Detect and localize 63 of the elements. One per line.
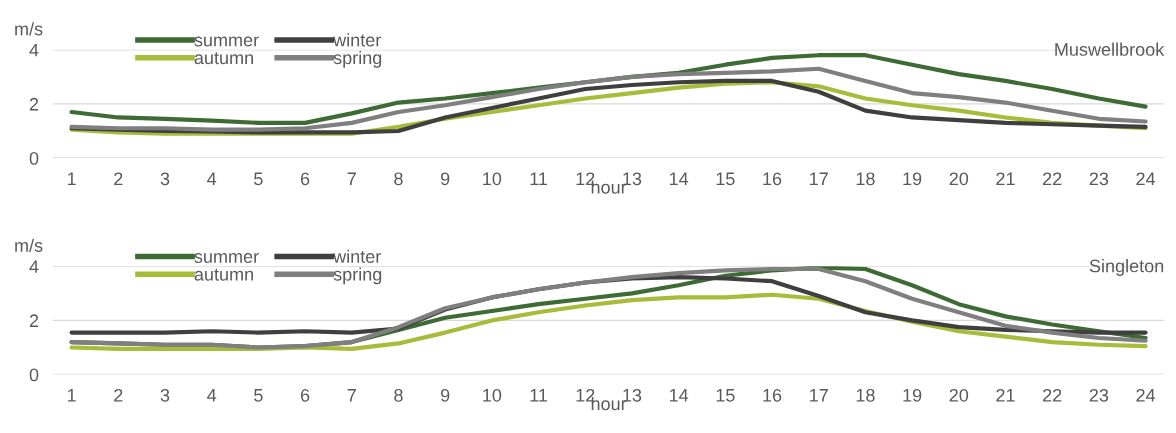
x-tick-label: 22 (1043, 172, 1062, 186)
x-tick-label: 8 (394, 172, 403, 186)
legend-label: summer (194, 253, 259, 263)
y-axis-title: m/s (15, 22, 43, 36)
x-tick-label: 19 (903, 388, 922, 402)
x-tick-label: 7 (347, 389, 356, 402)
x-tick-label: 3 (160, 388, 170, 402)
x-tick-label: 4 (207, 172, 217, 186)
y-tick-label: 2 (29, 97, 39, 111)
x-tick-label: 2 (114, 172, 123, 186)
x-tick-label: 3 (160, 172, 170, 186)
x-tick-label: 15 (716, 172, 735, 186)
x-tick-label: 14 (669, 389, 689, 402)
legend-label: spring (333, 50, 382, 68)
legend-label: autumn (194, 52, 253, 65)
x-tick-label: 11 (530, 172, 548, 186)
x-tick-label: 11 (530, 389, 548, 402)
x-tick-label: 7 (347, 172, 356, 186)
legend-label: winter (333, 249, 381, 263)
x-tick-label: 6 (300, 172, 310, 186)
x-tick-label: 17 (810, 172, 828, 186)
chart-title: Muswellbrook (1055, 42, 1165, 56)
y-tick-label: 4 (29, 43, 39, 57)
line-series (69, 66, 1148, 132)
x-tick-label: 8 (394, 388, 403, 402)
x-tick-label: 16 (763, 388, 782, 402)
legend-label: autumn (194, 268, 253, 281)
x-tick-label: 18 (856, 172, 875, 186)
chart-title: Singleton (1089, 259, 1164, 276)
x-tick-label: 20 (949, 388, 969, 402)
x-tick-label: 5 (254, 389, 263, 402)
legend-label: summer (194, 36, 259, 47)
legend-label: spring (333, 267, 382, 285)
y-axis-title: m/s (15, 238, 43, 252)
x-tick-label: 23 (1089, 172, 1109, 186)
x-tick-label: 23 (1089, 388, 1109, 402)
x-tick-label: 2 (114, 388, 123, 402)
x-tick-label: 4 (207, 389, 217, 402)
x-tick-label: 5 (254, 172, 263, 186)
x-tick-label: 6 (300, 388, 310, 402)
x-tick-label: 21 (996, 172, 1015, 186)
x-tick-label: 17 (810, 389, 828, 402)
y-tick-label: 4 (29, 260, 39, 273)
x-tick-label: 16 (763, 172, 782, 186)
x-tick-label: 9 (440, 172, 450, 186)
x-tick-label: 1 (67, 389, 76, 402)
x-tick-label: 24 (1136, 172, 1156, 186)
x-tick-label: 10 (483, 172, 502, 186)
x-tick-label: 9 (440, 388, 450, 402)
x-tick-label: 24 (1136, 388, 1156, 402)
x-tick-label: 18 (856, 388, 875, 402)
x-tick-label: 14 (669, 172, 689, 186)
y-tick-label: 2 (29, 314, 39, 327)
x-tick-label: 10 (483, 388, 502, 402)
x-tick-label: 1 (67, 172, 76, 186)
x-tick-label: 22 (1043, 388, 1062, 402)
x-tick-label: 20 (949, 172, 969, 186)
x-tick-label: 15 (716, 389, 735, 402)
x-tick-label: 19 (903, 172, 922, 186)
legend-label: winter (333, 33, 381, 47)
x-tick-label: 21 (996, 388, 1015, 402)
y-tick-label: 0 (29, 368, 39, 382)
y-tick-label: 0 (29, 151, 39, 165)
